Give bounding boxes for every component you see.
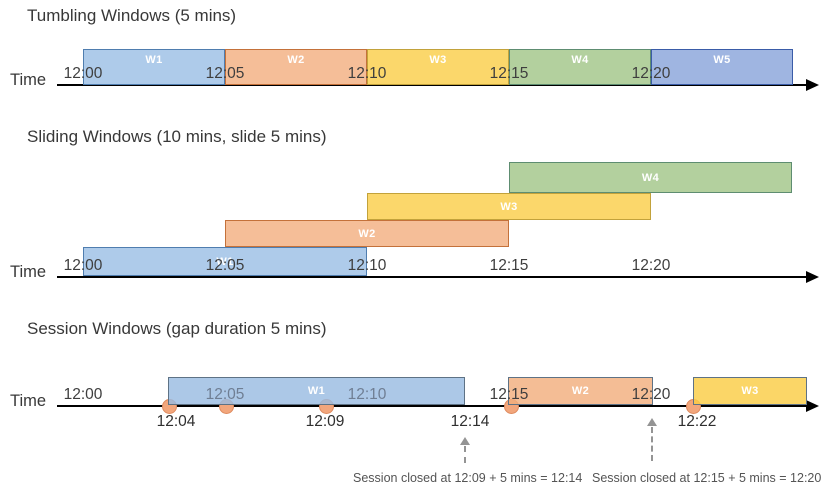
event-time-label: 12:22	[677, 413, 717, 430]
session-axis-tick-label: 12:05	[205, 386, 245, 403]
sliding-axis-tick-label: 12:20	[631, 257, 671, 274]
sliding-time-axis-line	[57, 276, 806, 278]
window-label: W1	[307, 385, 326, 397]
session-time-axis-arrowhead-icon	[806, 400, 819, 412]
tumbling-axis-tick-label: 12:20	[631, 65, 671, 82]
sliding-time-axis-arrowhead-icon	[806, 271, 819, 283]
session-close-caption: Session closed at 12:09 + 5 mins = 12:14	[353, 471, 583, 485]
tumbling-window-bar-w3: W3	[367, 49, 509, 85]
tumbling-axis-tick-label: 12:15	[489, 65, 529, 82]
window-label: W3	[429, 54, 447, 66]
event-time-label: 12:14	[450, 413, 490, 430]
sliding-window-bar-w3: W3	[367, 193, 651, 220]
window-label: W4	[571, 54, 589, 66]
sliding-window-bar-w1: W1	[83, 247, 367, 276]
sliding-section-title: Sliding Windows (10 mins, slide 5 mins)	[27, 127, 327, 146]
dashed-arrow-line	[651, 427, 653, 461]
window-label: W3	[741, 385, 759, 397]
session-window-bar-w1: W1	[168, 377, 465, 405]
sliding-axis-tick-label: 12:00	[63, 257, 103, 274]
tumbling-time-axis-label: Time	[10, 71, 47, 89]
window-label: W2	[358, 227, 376, 240]
tumbling-window-bar-w1: W1	[83, 49, 225, 85]
session-axis-tick-label: 12:10	[347, 386, 387, 403]
sliding-axis-tick-label: 12:05	[205, 257, 245, 274]
event-time-label: 12:09	[305, 413, 345, 430]
session-axis-tick-label: 12:20	[631, 386, 671, 403]
dashed-arrow-head-icon	[647, 418, 657, 426]
sliding-window-bar-w4: W4	[509, 162, 792, 193]
session-axis-tick-label: 12:15	[489, 386, 529, 403]
session-close-caption: Session closed at 12:15 + 5 mins = 12:20	[592, 471, 822, 485]
window-label: W2	[571, 385, 590, 397]
tumbling-axis-tick-label: 12:10	[347, 65, 387, 82]
session-section-title: Session Windows (gap duration 5 mins)	[27, 319, 327, 338]
window-label: W1	[216, 255, 234, 268]
dashed-arrow-line	[464, 446, 466, 463]
session-window-bar-w2: W2	[508, 377, 653, 405]
sliding-axis-tick-label: 12:15	[489, 257, 529, 274]
tumbling-window-bar-w4: W4	[509, 49, 651, 85]
tumbling-axis-tick-label: 12:05	[205, 65, 245, 82]
sliding-time-axis-label: Time	[10, 263, 47, 281]
tumbling-window-bar-w2: W2	[225, 49, 367, 85]
window-label: W2	[287, 54, 305, 66]
session-axis-tick-label: 12:00	[63, 386, 103, 403]
tumbling-window-bar-w5: W5	[651, 49, 793, 85]
tumbling-axis-tick-label: 12:00	[63, 65, 103, 82]
window-label: W5	[713, 54, 731, 66]
session-time-axis-label: Time	[10, 392, 47, 410]
sliding-axis-tick-label: 12:10	[347, 257, 387, 274]
window-label: W1	[145, 54, 163, 66]
sliding-window-bar-w2: W2	[225, 220, 509, 247]
event-time-label: 12:04	[156, 413, 196, 430]
window-label: W4	[641, 171, 660, 184]
session-window-bar-w3: W3	[693, 377, 807, 405]
tumbling-section-title: Tumbling Windows (5 mins)	[27, 6, 237, 25]
window-label: W3	[500, 200, 518, 213]
dashed-arrow-head-icon	[460, 437, 470, 445]
session-time-axis-line	[57, 405, 806, 407]
tumbling-time-axis-arrowhead-icon	[806, 79, 819, 91]
tumbling-time-axis-line	[57, 84, 806, 86]
